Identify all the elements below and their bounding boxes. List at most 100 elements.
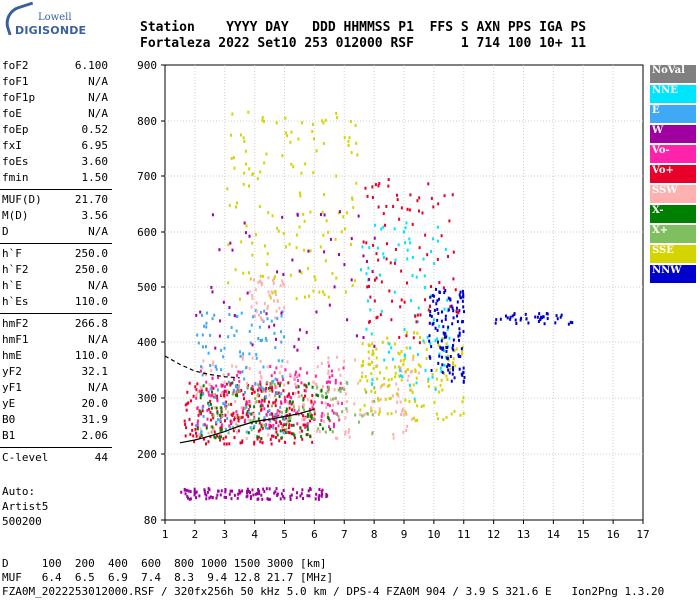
echo-point [282, 232, 285, 236]
echo-point [249, 341, 252, 345]
echo-point [413, 331, 416, 335]
echo-point [414, 368, 417, 372]
echo-point [327, 372, 330, 376]
echo-point [441, 388, 444, 392]
echo-point [436, 257, 439, 261]
echo-point [317, 495, 320, 499]
echo-point [405, 221, 408, 225]
echo-point [265, 338, 268, 342]
echo-point [254, 397, 257, 401]
echo-point [337, 253, 340, 257]
echo-point [290, 396, 293, 400]
echo-point [463, 375, 466, 379]
echo-point [211, 425, 214, 429]
echo-point [258, 421, 261, 425]
echo-point [205, 345, 208, 349]
echo-point [397, 365, 400, 369]
echo-point [337, 368, 340, 372]
echo-point [230, 420, 233, 424]
echo-point [359, 268, 362, 272]
echo-point [442, 346, 445, 350]
y-tick-label: 600 [137, 226, 157, 239]
echo-point [394, 375, 397, 379]
echo-point [221, 391, 224, 395]
param-value: 20.0 [81, 397, 109, 410]
echo-point [257, 392, 260, 396]
echo-point [412, 383, 415, 387]
echo-point [226, 187, 229, 191]
echo-point [461, 350, 464, 354]
echo-point [445, 349, 448, 353]
echo-point [395, 382, 398, 386]
echo-point [297, 413, 300, 417]
echo-point [207, 440, 210, 444]
echo-point [377, 412, 380, 416]
echo-point [216, 418, 219, 422]
echo-point [199, 412, 202, 416]
echo-point [377, 399, 380, 403]
echo-point [423, 274, 426, 278]
echo-point [272, 379, 275, 383]
echo-point [326, 412, 329, 416]
echo-point [266, 380, 269, 384]
echo-point [447, 354, 450, 358]
echo-point [403, 409, 406, 413]
param-value: 0.52 [81, 123, 109, 136]
param-row: fmin 1.50 [0, 170, 112, 186]
echo-point [290, 162, 293, 166]
echo-point [195, 434, 198, 438]
echo-point [321, 119, 324, 123]
echo-point [202, 359, 205, 363]
echo-point [288, 242, 291, 246]
echo-point [259, 440, 262, 444]
echo-point [275, 430, 278, 434]
echo-point [446, 298, 449, 302]
echo-point [252, 419, 255, 423]
echo-point [321, 412, 324, 416]
echo-point [276, 378, 279, 382]
echo-point [214, 395, 217, 399]
echo-point [232, 156, 235, 160]
echo-point [273, 299, 276, 303]
echo-point [238, 388, 241, 392]
legend-item: SSW [650, 185, 696, 203]
echo-point [312, 289, 315, 293]
param-row: foF2 6.100 [0, 58, 112, 74]
echo-point [264, 426, 267, 430]
echo-point [340, 387, 343, 391]
echo-point [310, 401, 313, 405]
echo-point [286, 360, 289, 364]
echo-point [205, 426, 208, 430]
echo-point [260, 423, 263, 427]
echo-point [251, 294, 254, 298]
echo-point [424, 233, 427, 237]
echo-point [261, 398, 264, 402]
echo-point [275, 366, 278, 370]
echo-point [416, 353, 419, 357]
param-value: 6.100 [74, 59, 108, 72]
echo-point [231, 248, 234, 252]
echo-point [273, 331, 276, 335]
echo-point [436, 307, 439, 311]
echo-point [249, 404, 252, 408]
echo-point [320, 389, 323, 393]
echo-point [455, 309, 458, 313]
echo-point [399, 368, 402, 372]
echo-point [276, 433, 279, 437]
echo-point [436, 239, 439, 243]
echo-point [228, 424, 231, 428]
param-value: 250.0 [74, 263, 108, 276]
echo-point [219, 319, 222, 323]
echo-point [543, 322, 546, 326]
param-label: yF2 [2, 365, 22, 378]
echo-point [220, 391, 223, 395]
echo-point [248, 329, 251, 333]
echo-point [370, 332, 373, 336]
echo-point [373, 278, 376, 282]
echo-point [324, 430, 327, 434]
echo-point [258, 489, 261, 493]
echo-point [256, 177, 259, 181]
echo-point [370, 406, 373, 410]
echo-point [438, 281, 441, 285]
